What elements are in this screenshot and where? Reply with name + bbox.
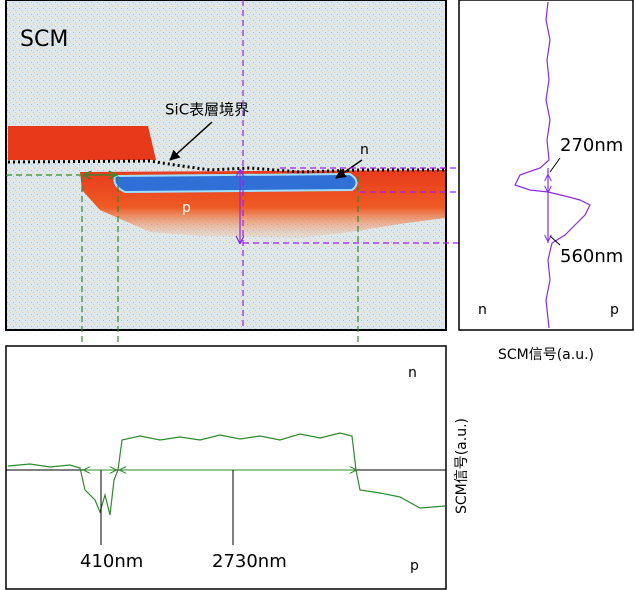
n-region	[113, 172, 358, 194]
boundary-arrow	[169, 121, 213, 161]
n-arrow	[335, 159, 363, 179]
width-label: 2730nm	[212, 551, 287, 572]
leader	[549, 157, 561, 173]
depth-label: 270nm	[560, 135, 623, 156]
n-label: n	[408, 365, 417, 381]
p-label: p	[410, 558, 419, 574]
image-title: SCM	[20, 27, 68, 52]
leader	[549, 235, 561, 246]
profile-frame	[458, 0, 634, 331]
n-label: n	[360, 142, 369, 158]
depth-profile: 270nm 560nm n p SCM信号(a.u.)	[458, 0, 634, 363]
depth-curve	[514, 1, 591, 329]
axis-label: SCM信号(a.u.)	[454, 418, 470, 514]
red-region	[8, 126, 156, 160]
n-label: n	[478, 302, 487, 318]
width-label: 410nm	[80, 551, 143, 572]
boundary-label: SiC表層境界	[165, 101, 249, 119]
p-label: p	[182, 200, 191, 216]
lateral-profile: 410nm 2730nm n p SCM信号(a.u.)	[5, 345, 470, 590]
boundary-line	[7, 159, 445, 174]
p-label: p	[610, 302, 619, 318]
depth-label: 560nm	[560, 246, 623, 267]
scm-image: SCM SiC表層境界 n p	[5, 0, 447, 331]
image-frame	[5, 0, 447, 331]
axis-label: SCM信号(a.u.)	[498, 347, 594, 363]
